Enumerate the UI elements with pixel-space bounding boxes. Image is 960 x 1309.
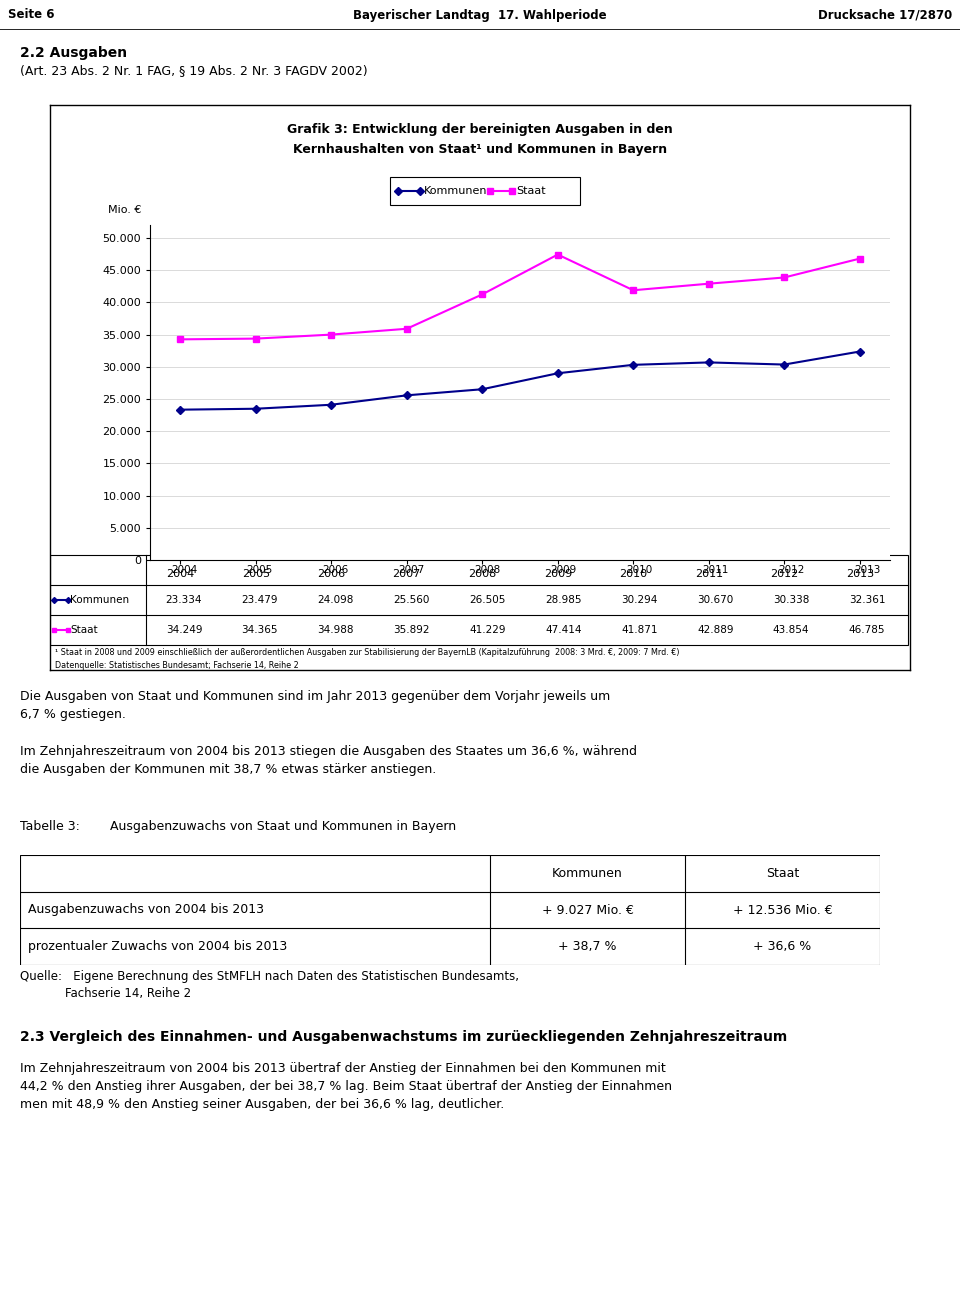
Text: Die Ausgaben von Staat und Kommunen sind im Jahr 2013 gegenüber dem Vorjahr jewe: Die Ausgaben von Staat und Kommunen sind… bbox=[20, 690, 611, 703]
Text: Quelle:   Eigene Berechnung des StMFLH nach Daten des Statistischen Bundesamts,: Quelle: Eigene Berechnung des StMFLH nac… bbox=[20, 970, 519, 983]
Text: Kommunen: Kommunen bbox=[70, 596, 130, 605]
Text: 30.338: 30.338 bbox=[773, 596, 809, 605]
Text: 43.854: 43.854 bbox=[773, 624, 809, 635]
Text: 25.560: 25.560 bbox=[394, 596, 430, 605]
Text: Kommunen: Kommunen bbox=[552, 867, 623, 880]
Text: 2.3 Vergleich des Einnahmen- und Ausgabenwachstums im zurüeckliegenden Zehnjahre: 2.3 Vergleich des Einnahmen- und Ausgabe… bbox=[20, 1030, 787, 1045]
Text: + 12.536 Mio. €: + 12.536 Mio. € bbox=[732, 903, 832, 916]
Text: 42.889: 42.889 bbox=[697, 624, 733, 635]
Text: 2008: 2008 bbox=[474, 565, 501, 575]
Text: 6,7 % gestiegen.: 6,7 % gestiegen. bbox=[20, 708, 126, 721]
Text: 28.985: 28.985 bbox=[545, 596, 582, 605]
Text: Datenquelle: Statistisches Bundesamt; Fachserie 14, Reihe 2: Datenquelle: Statistisches Bundesamt; Fa… bbox=[55, 661, 299, 670]
Text: Tabelle 3:: Tabelle 3: bbox=[20, 819, 80, 833]
Text: 2006: 2006 bbox=[323, 565, 348, 575]
Text: 32.361: 32.361 bbox=[849, 596, 885, 605]
Text: 30.294: 30.294 bbox=[621, 596, 658, 605]
Text: Grafik 3: Entwicklung der bereinigten Ausgaben in den: Grafik 3: Entwicklung der bereinigten Au… bbox=[287, 123, 673, 136]
Text: 2005: 2005 bbox=[247, 565, 273, 575]
Text: + 9.027 Mio. €: + 9.027 Mio. € bbox=[541, 903, 634, 916]
Text: men mit 48,9 % den Anstieg seiner Ausgaben, der bei 36,6 % lag, deutlicher.: men mit 48,9 % den Anstieg seiner Ausgab… bbox=[20, 1098, 504, 1111]
Text: 2011: 2011 bbox=[702, 565, 729, 575]
Text: 35.892: 35.892 bbox=[394, 624, 430, 635]
Text: 24.098: 24.098 bbox=[318, 596, 354, 605]
Text: Im Zehnjahreszeitraum von 2004 bis 2013 übertraf der Anstieg der Einnahmen bei d: Im Zehnjahreszeitraum von 2004 bis 2013 … bbox=[20, 1062, 665, 1075]
Bar bbox=[390, 177, 580, 206]
Text: Staat: Staat bbox=[516, 186, 545, 196]
Text: 41.229: 41.229 bbox=[469, 624, 506, 635]
Text: Fachserie 14, Reihe 2: Fachserie 14, Reihe 2 bbox=[20, 987, 191, 1000]
Text: Staat: Staat bbox=[70, 624, 98, 635]
Text: 23.334: 23.334 bbox=[166, 596, 203, 605]
Text: ¹ Staat in 2008 und 2009 einschließlich der außerordentlichen Ausgaben zur Stabi: ¹ Staat in 2008 und 2009 einschließlich … bbox=[55, 648, 680, 657]
Text: Im Zehnjahreszeitraum von 2004 bis 2013 stiegen die Ausgaben des Staates um 36,6: Im Zehnjahreszeitraum von 2004 bis 2013 … bbox=[20, 745, 637, 758]
Text: Bayerischer Landtag  17. Wahlperiode: Bayerischer Landtag 17. Wahlperiode bbox=[353, 8, 607, 21]
Text: Ausgabenzuwachs von Staat und Kommunen in Bayern: Ausgabenzuwachs von Staat und Kommunen i… bbox=[110, 819, 456, 833]
Text: Mio. €: Mio. € bbox=[108, 206, 141, 215]
Text: 46.785: 46.785 bbox=[849, 624, 885, 635]
Text: 2007: 2007 bbox=[398, 565, 424, 575]
Text: + 38,7 %: + 38,7 % bbox=[559, 940, 616, 953]
Text: 41.871: 41.871 bbox=[621, 624, 658, 635]
Text: 44,2 % den Anstieg ihrer Ausgaben, der bei 38,7 % lag. Beim Staat übertraf der A: 44,2 % den Anstieg ihrer Ausgaben, der b… bbox=[20, 1080, 672, 1093]
Text: Drucksache 17/2870: Drucksache 17/2870 bbox=[818, 8, 952, 21]
Text: (Art. 23 Abs. 2 Nr. 1 FAG, § 19 Abs. 2 Nr. 3 FAGDV 2002): (Art. 23 Abs. 2 Nr. 1 FAG, § 19 Abs. 2 N… bbox=[20, 64, 368, 77]
Text: 2.2 Ausgaben: 2.2 Ausgaben bbox=[20, 46, 127, 60]
Bar bbox=[50, 555, 908, 645]
Text: 26.505: 26.505 bbox=[469, 596, 506, 605]
Text: Seite 6: Seite 6 bbox=[8, 8, 55, 21]
Text: 2009: 2009 bbox=[550, 565, 577, 575]
Text: 2013: 2013 bbox=[853, 565, 880, 575]
Text: Kommunen: Kommunen bbox=[424, 186, 488, 196]
Text: 34.249: 34.249 bbox=[166, 624, 203, 635]
Text: Kernhaushalten von Staat¹ und Kommunen in Bayern: Kernhaushalten von Staat¹ und Kommunen i… bbox=[293, 143, 667, 156]
Text: prozentualer Zuwachs von 2004 bis 2013: prozentualer Zuwachs von 2004 bis 2013 bbox=[28, 940, 287, 953]
Text: 2010: 2010 bbox=[626, 565, 653, 575]
Text: 30.670: 30.670 bbox=[697, 596, 733, 605]
Text: 47.414: 47.414 bbox=[545, 624, 582, 635]
Text: die Ausgaben der Kommunen mit 38,7 % etwas stärker anstiegen.: die Ausgaben der Kommunen mit 38,7 % etw… bbox=[20, 763, 436, 776]
Text: + 36,6 %: + 36,6 % bbox=[754, 940, 811, 953]
Text: 34.988: 34.988 bbox=[318, 624, 354, 635]
Text: 2004: 2004 bbox=[171, 565, 197, 575]
Text: Staat: Staat bbox=[766, 867, 799, 880]
Text: 34.365: 34.365 bbox=[242, 624, 278, 635]
Text: 23.479: 23.479 bbox=[242, 596, 278, 605]
Text: 2012: 2012 bbox=[778, 565, 804, 575]
Text: Ausgabenzuwachs von 2004 bis 2013: Ausgabenzuwachs von 2004 bis 2013 bbox=[28, 903, 264, 916]
